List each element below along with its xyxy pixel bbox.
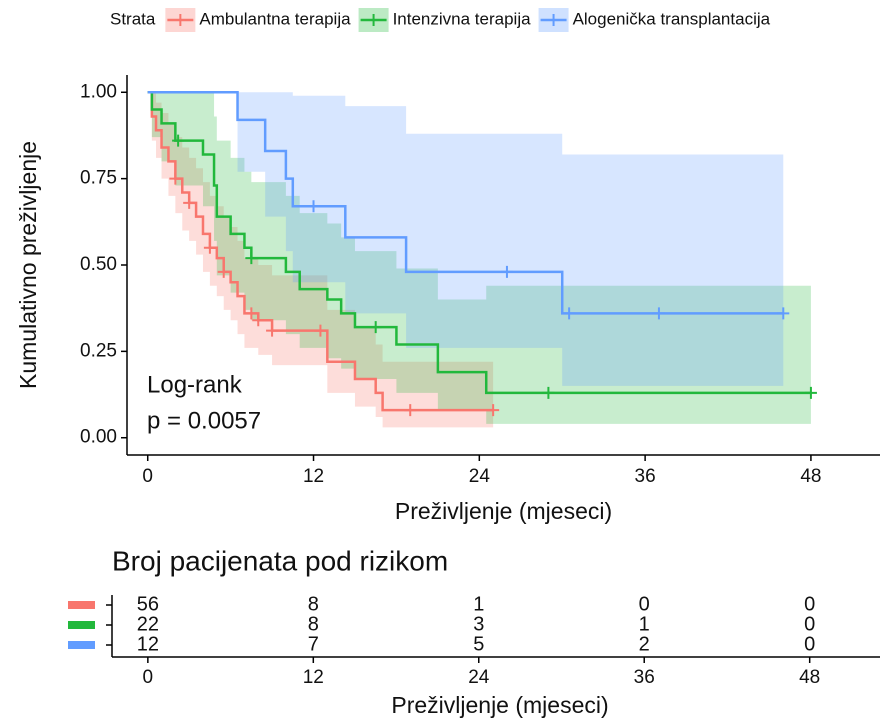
- censor-mark: [563, 307, 576, 320]
- y-tick-label: 0.00: [80, 427, 117, 448]
- risk-count: 1: [639, 613, 650, 635]
- annotation: p = 0.0057: [147, 407, 261, 434]
- censor-mark: [172, 134, 185, 147]
- censor-mark: [245, 252, 258, 265]
- risk-count: 0: [804, 633, 815, 655]
- x-axis-title: Preživljenje (mjeseci): [391, 692, 608, 718]
- censor-mark: [183, 196, 196, 209]
- censor-mark: [169, 172, 182, 185]
- censor-mark: [487, 404, 500, 417]
- survival-line: [147, 91, 494, 412]
- censor-mark: [369, 321, 382, 334]
- censor-mark: [404, 404, 417, 417]
- y-tick-label: 0.50: [80, 254, 117, 275]
- x-tick-label: 12: [303, 466, 324, 487]
- y-tick-label: 1.00: [80, 81, 117, 102]
- censor-mark: [217, 265, 230, 278]
- y-axis-title: Kumulativno preživljenje: [15, 141, 41, 389]
- x-tick-label: 48: [799, 667, 820, 688]
- risk-count: 8: [308, 613, 319, 635]
- censor-mark: [314, 324, 327, 337]
- censor-mark: [245, 307, 258, 320]
- censor-mark: [804, 386, 817, 399]
- strata-key: [68, 601, 95, 609]
- x-tick-label: 24: [469, 466, 491, 487]
- censor-mark: [777, 307, 790, 320]
- censor-mark: [266, 324, 279, 337]
- risk-count: 8: [308, 593, 319, 615]
- risk-count: 7: [308, 633, 319, 655]
- x-tick-label: 0: [142, 466, 153, 487]
- x-tick-label: 24: [468, 667, 490, 688]
- strata-key: [68, 641, 95, 649]
- risk-count: 2: [639, 633, 650, 655]
- x-tick-label: 12: [303, 667, 324, 688]
- x-tick-label: 48: [800, 466, 821, 487]
- censor-mark: [542, 386, 555, 399]
- censor-mark: [500, 265, 513, 278]
- confidence-band: [147, 92, 494, 428]
- x-tick-label: 36: [634, 667, 655, 688]
- risk-count: 12: [137, 633, 159, 655]
- x-tick-label: 36: [635, 466, 656, 487]
- censor-mark: [203, 241, 216, 254]
- risk-count: 0: [639, 593, 650, 615]
- risk-count: 0: [804, 593, 815, 615]
- x-tick-label: 0: [143, 667, 154, 688]
- x-axis-title: Preživljenje (mjeseci): [395, 498, 612, 524]
- legend-label: Alogenička transplantacija: [573, 9, 771, 28]
- risk-count: 0: [804, 613, 815, 635]
- annotation: Log-rank: [147, 371, 243, 398]
- strata-key: [68, 621, 95, 629]
- confidence-band: [147, 92, 811, 424]
- risk-table-title: Broj pacijenata pod rizikom: [112, 545, 448, 576]
- legend-title: Strata: [110, 9, 156, 28]
- risk-count: 56: [137, 593, 159, 615]
- risk-count: 22: [137, 613, 159, 635]
- survival-line: [147, 91, 784, 315]
- risk-count: 3: [473, 613, 484, 635]
- risk-count: 1: [473, 593, 484, 615]
- y-tick-label: 0.25: [80, 340, 117, 361]
- risk-count: 5: [473, 633, 484, 655]
- y-tick-label: 0.75: [80, 168, 117, 189]
- censor-mark: [252, 314, 265, 327]
- censor-mark: [307, 200, 320, 213]
- legend-label: Intenzivna terapija: [393, 9, 532, 28]
- censor-mark: [652, 307, 665, 320]
- legend-label: Ambulantna terapija: [199, 9, 351, 28]
